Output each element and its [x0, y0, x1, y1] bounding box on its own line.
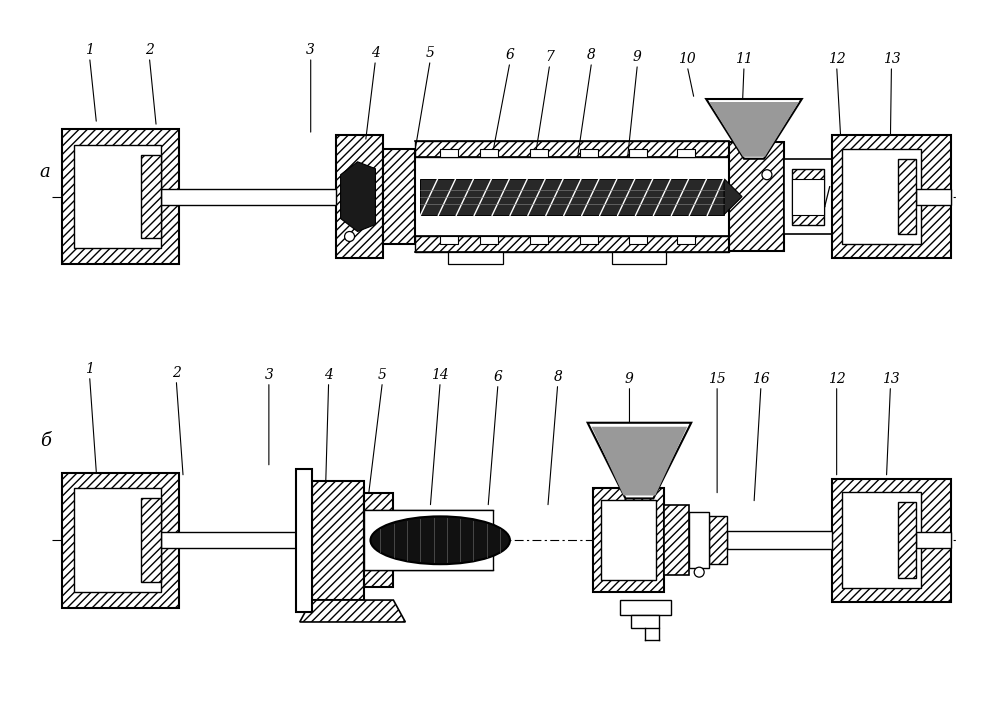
Text: 5: 5	[378, 368, 387, 382]
Bar	[62, 129, 179, 264]
Bar	[363, 511, 493, 570]
Bar	[416, 236, 729, 253]
Bar	[841, 493, 921, 588]
Text: 2: 2	[171, 366, 180, 380]
Text: 12: 12	[827, 372, 845, 386]
Bar	[727, 531, 831, 549]
Text: 3: 3	[264, 368, 273, 382]
Text: 16: 16	[753, 372, 770, 386]
Text: 9: 9	[633, 50, 642, 64]
Bar	[480, 149, 498, 157]
Bar	[784, 159, 831, 234]
Bar	[593, 488, 664, 592]
Text: 11: 11	[735, 52, 753, 66]
Polygon shape	[421, 179, 724, 215]
Bar	[709, 516, 727, 564]
Text: а: а	[39, 163, 50, 180]
Text: 13: 13	[883, 52, 900, 66]
Circle shape	[762, 170, 772, 180]
Text: 12: 12	[827, 52, 845, 66]
Polygon shape	[709, 102, 799, 157]
Bar	[440, 236, 458, 244]
Bar	[664, 505, 689, 575]
Bar	[831, 135, 952, 258]
Bar	[629, 149, 647, 157]
Bar	[729, 142, 784, 251]
Text: 6: 6	[493, 370, 502, 384]
Bar	[678, 149, 695, 157]
Bar	[142, 498, 162, 582]
Bar	[416, 141, 729, 157]
Polygon shape	[299, 600, 406, 622]
Text: 2: 2	[145, 43, 154, 57]
Text: 10: 10	[679, 52, 696, 66]
Bar	[162, 188, 336, 205]
Bar	[601, 500, 656, 580]
Bar	[916, 188, 952, 205]
Bar	[363, 493, 393, 587]
Bar	[311, 480, 363, 600]
Bar	[74, 145, 162, 248]
Text: 5: 5	[426, 46, 434, 60]
Bar	[631, 615, 659, 628]
Circle shape	[345, 231, 355, 241]
Polygon shape	[724, 179, 742, 215]
Bar	[898, 503, 916, 578]
Polygon shape	[592, 427, 688, 495]
Bar	[831, 478, 952, 602]
Text: 9: 9	[625, 372, 634, 386]
Bar	[62, 473, 179, 608]
Polygon shape	[706, 99, 802, 159]
Bar	[916, 532, 952, 548]
Bar	[74, 488, 162, 592]
Text: 14: 14	[431, 368, 449, 382]
Circle shape	[694, 567, 704, 577]
Bar	[336, 135, 383, 258]
Bar	[296, 468, 311, 612]
Text: 1: 1	[85, 362, 94, 376]
Text: 6: 6	[505, 48, 514, 62]
Bar	[690, 513, 709, 569]
Bar	[448, 253, 503, 264]
Text: 8: 8	[554, 370, 562, 384]
Bar	[142, 155, 162, 238]
Bar	[579, 236, 598, 244]
Text: 8: 8	[587, 48, 596, 62]
Bar	[383, 149, 416, 244]
Text: 13: 13	[882, 372, 899, 386]
Bar	[620, 600, 672, 615]
Ellipse shape	[370, 516, 510, 564]
Bar	[792, 169, 823, 225]
Text: б: б	[39, 432, 51, 450]
Text: 3: 3	[306, 43, 315, 57]
Text: 4: 4	[371, 46, 380, 60]
Bar	[530, 236, 548, 244]
Text: 4: 4	[324, 368, 333, 382]
Bar	[440, 149, 458, 157]
Text: 1: 1	[85, 43, 94, 57]
Bar	[416, 157, 729, 236]
Bar	[841, 149, 921, 244]
Bar	[480, 236, 498, 244]
Bar	[792, 179, 823, 215]
Polygon shape	[341, 162, 375, 231]
Bar	[898, 159, 916, 234]
Polygon shape	[588, 422, 691, 498]
Bar	[579, 149, 598, 157]
Text: 15: 15	[708, 372, 726, 386]
Bar	[530, 149, 548, 157]
Bar	[629, 236, 647, 244]
Text: 7: 7	[546, 50, 555, 64]
Bar	[162, 532, 296, 548]
Bar	[612, 253, 666, 264]
Bar	[678, 236, 695, 244]
